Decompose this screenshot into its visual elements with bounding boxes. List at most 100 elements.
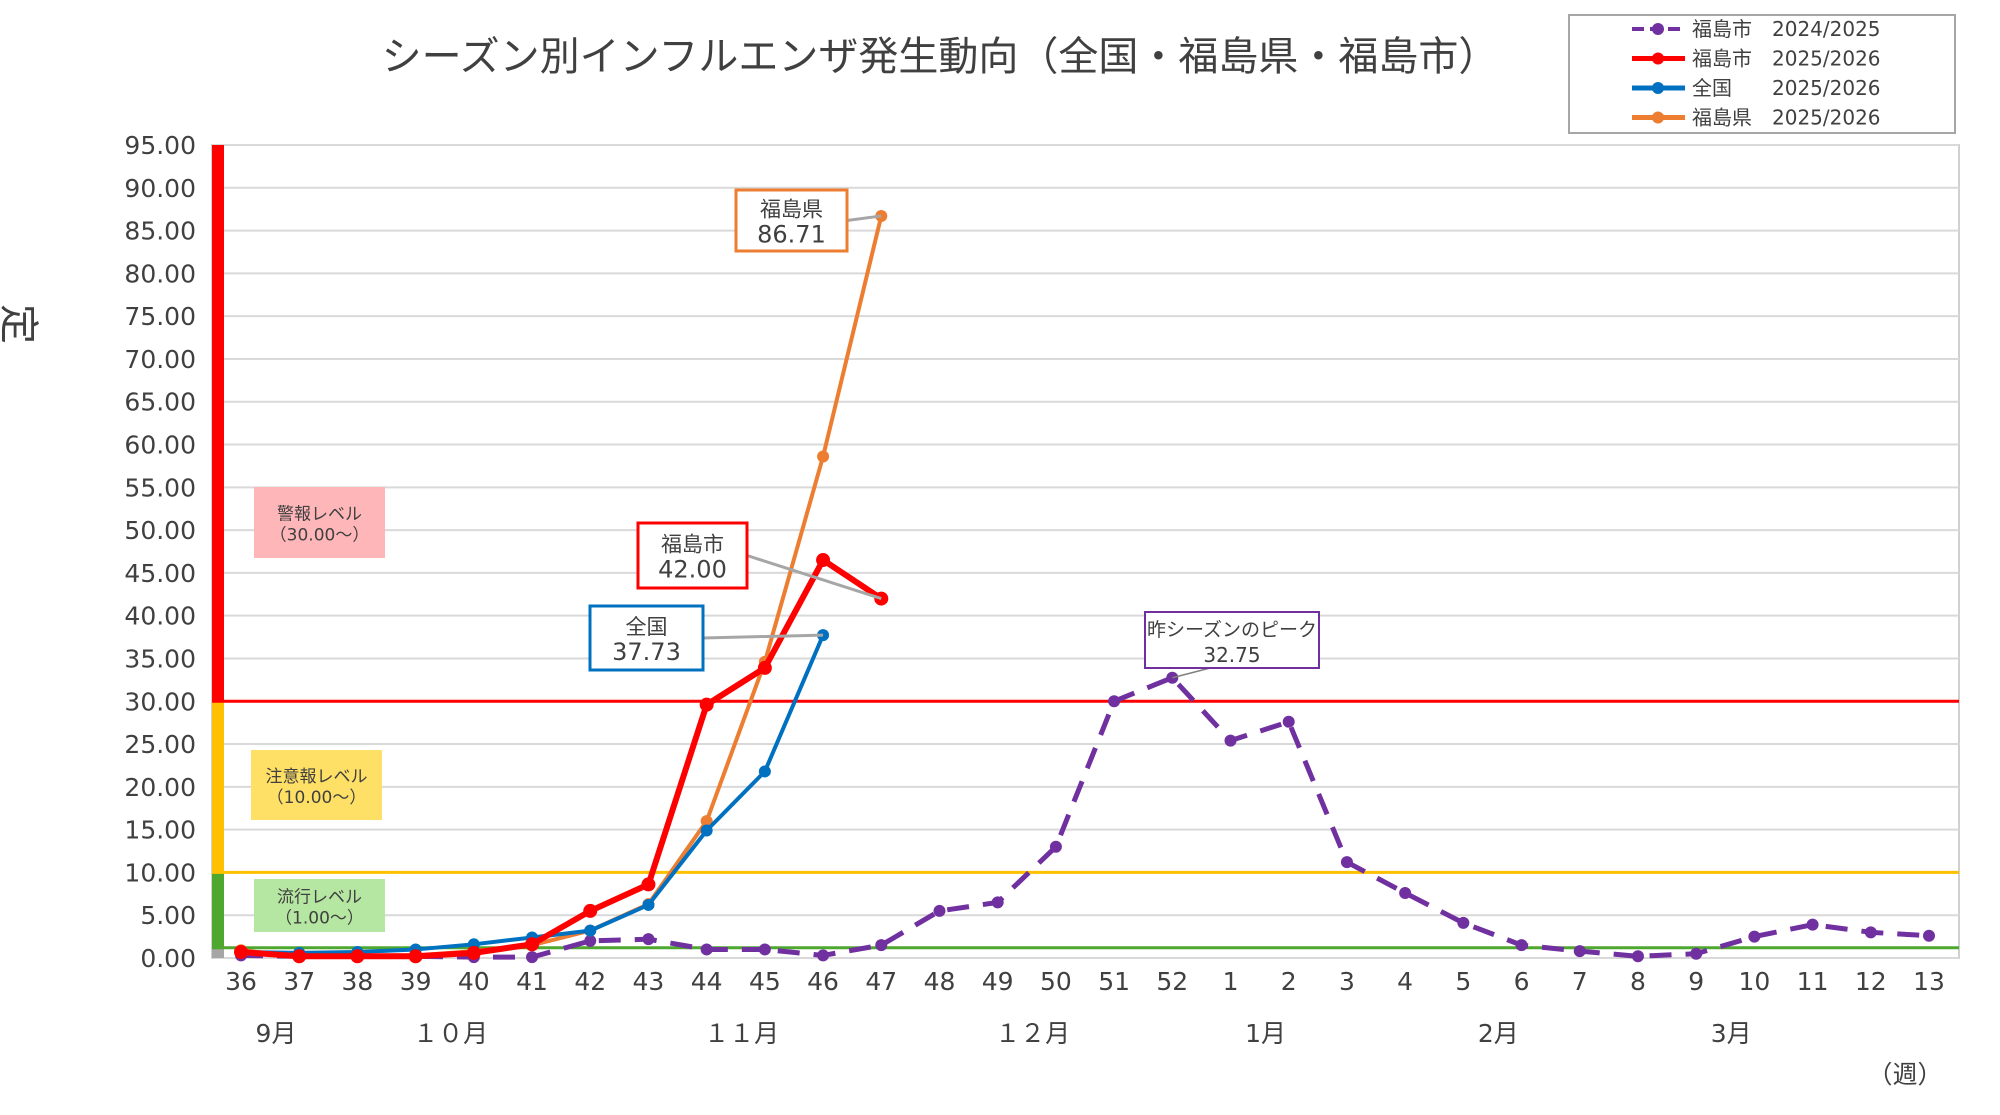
x-tick-label: 49 <box>982 967 1014 996</box>
x-tick-label: 38 <box>342 967 374 996</box>
legend-marker <box>1652 23 1664 35</box>
y-tick-label: 85.00 <box>124 217 196 246</box>
warning-level-bar <box>212 701 224 873</box>
series-line <box>240 557 883 960</box>
data-point <box>875 939 888 952</box>
x-tick-label: 43 <box>633 967 665 996</box>
x-tick-label: 51 <box>1098 967 1130 996</box>
x-tick-label: 11 <box>1797 967 1829 996</box>
callout-leader <box>702 633 824 640</box>
data-point <box>1224 734 1237 747</box>
y-tick-label: 75.00 <box>124 302 196 331</box>
callout-value: 37.73 <box>612 638 681 666</box>
data-point <box>933 904 946 917</box>
threshold-label-box <box>254 487 385 558</box>
data-point <box>817 450 830 463</box>
callout-value: 86.71 <box>757 221 826 249</box>
data-point <box>292 949 307 964</box>
x-tick-label: 36 <box>225 967 257 996</box>
x-tick-label: 4 <box>1397 967 1413 996</box>
x-tick-label: 40 <box>458 967 490 996</box>
x-tick-label: 46 <box>807 967 839 996</box>
month-label: １２月 <box>995 1019 1070 1048</box>
x-tick-label: 39 <box>400 967 432 996</box>
chart-title: シーズン別インフルエンザ発生動向（全国・福島県・福島市） <box>382 34 1499 80</box>
x-tick-label: 50 <box>1040 967 1072 996</box>
y-tick-label: 95.00 <box>124 131 196 160</box>
epidemic-level-bar <box>212 872 224 948</box>
data-point <box>641 877 656 892</box>
threshold-label: 注意報レベル <box>266 767 368 787</box>
data-point <box>1515 939 1528 952</box>
callout-box <box>636 521 749 590</box>
y-tick-label: 10.00 <box>124 858 196 887</box>
data-point <box>1340 856 1353 869</box>
legend-label: 福島市 2025/2026 <box>1692 47 1881 71</box>
month-label: 1月 <box>1245 1019 1286 1048</box>
x-tick-label: 7 <box>1572 967 1588 996</box>
x-tick-label: 13 <box>1913 967 1945 996</box>
data-point <box>642 933 655 946</box>
callout-value: 42.00 <box>658 556 727 584</box>
data-point <box>408 949 423 964</box>
month-label: １１月 <box>704 1019 779 1048</box>
callout-label: 福島市 <box>661 533 724 557</box>
data-point <box>699 697 714 712</box>
data-point <box>757 660 772 675</box>
x-tick-label: 37 <box>283 967 315 996</box>
data-point <box>1748 930 1761 943</box>
threshold-range: （10.00～） <box>267 788 367 808</box>
threshold-label-box <box>251 750 382 820</box>
callout-label: 全国 <box>626 615 668 639</box>
baseline-bar <box>212 947 224 958</box>
y-tick-label: 90.00 <box>124 174 196 203</box>
x-tick-label: 10 <box>1738 967 1770 996</box>
y-tick-label: 30.00 <box>124 687 196 716</box>
y-tick-label: 65.00 <box>124 388 196 417</box>
data-point <box>816 553 831 568</box>
y-tick-label: 25.00 <box>124 730 196 759</box>
data-point <box>700 815 713 828</box>
data-point <box>1049 840 1062 853</box>
data-point <box>466 945 481 960</box>
data-point <box>700 824 713 837</box>
legend-label: 福島県 2025/2026 <box>1692 106 1881 130</box>
threshold-range: （1.00～） <box>275 909 364 929</box>
threshold-label: 警報レベル <box>277 505 362 525</box>
data-point <box>1573 945 1586 958</box>
plot-area <box>211 144 1960 959</box>
month-label: 9月 <box>256 1019 297 1048</box>
threshold-label-box <box>254 879 385 932</box>
alert-level-bar <box>212 145 224 702</box>
x-tick-label: 48 <box>924 967 956 996</box>
callout-value: 32.75 <box>1203 643 1260 667</box>
data-point <box>758 943 771 956</box>
callout-label: 福島県 <box>760 198 823 222</box>
threshold-range: （30.00～） <box>270 526 370 546</box>
data-point <box>817 949 830 962</box>
data-point <box>350 949 365 964</box>
x-tick-label: 47 <box>865 967 897 996</box>
callout-box <box>1144 611 1320 669</box>
data-point <box>1399 886 1412 899</box>
x-tick-label: 12 <box>1855 967 1887 996</box>
data-point <box>584 934 597 947</box>
threshold-label: 流行レベル <box>277 888 362 908</box>
y-tick-label: 45.00 <box>124 559 196 588</box>
data-point <box>234 945 248 960</box>
legend-label: 福島市 2024/2025 <box>1692 17 1881 41</box>
x-tick-label: 41 <box>516 967 548 996</box>
data-point <box>1457 916 1470 929</box>
y-tick-label: 0.00 <box>140 944 196 973</box>
x-tick-label: 44 <box>691 967 723 996</box>
callout-box <box>734 188 849 253</box>
x-tick-label: 5 <box>1455 967 1471 996</box>
legend-marker <box>1652 82 1664 94</box>
y-tick-label: 60.00 <box>124 431 196 460</box>
legend-label: 全国 2025/2026 <box>1692 76 1881 100</box>
x-tick-label: 3 <box>1339 967 1355 996</box>
x-tick-label: 42 <box>574 967 606 996</box>
y-tick-label: 5.00 <box>140 901 196 930</box>
data-point <box>1631 950 1644 963</box>
